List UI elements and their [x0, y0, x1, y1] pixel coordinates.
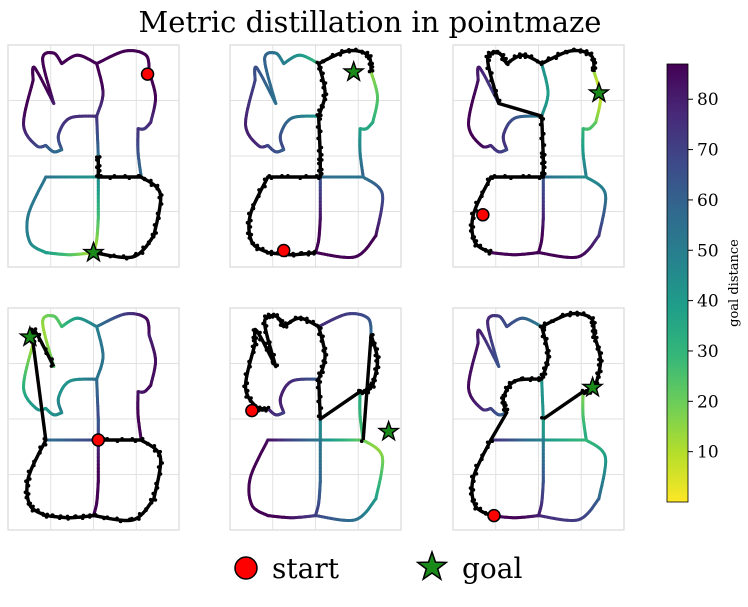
colorbar-label: goal distance — [727, 239, 742, 327]
chart-title: Metric distillation in pointmaze — [139, 5, 602, 39]
panel-3 — [453, 45, 624, 267]
colorbar-tick-label: 50 — [697, 241, 719, 261]
colorbar-tick-label: 60 — [697, 191, 719, 211]
legend-goal-label: goal — [462, 552, 522, 585]
start-marker — [488, 510, 500, 522]
legend-goal-marker — [418, 552, 447, 579]
start-marker — [278, 245, 290, 257]
legend: start goal — [235, 552, 522, 585]
legend-start-marker — [235, 557, 257, 579]
trajectory-segment — [542, 379, 544, 419]
trajectory-segment — [97, 379, 99, 419]
legend-start-label: start — [272, 552, 340, 585]
panel-2 — [230, 45, 401, 267]
colorbar-ticks: 10 20 30 40 50 60 70 80 — [688, 90, 719, 462]
panel-5 — [230, 308, 401, 530]
panel-1 — [8, 45, 179, 267]
panel-6 — [453, 308, 624, 530]
colorbar-gradient — [667, 64, 688, 502]
trajectory-segment — [97, 116, 99, 156]
colorbar-tick-label: 70 — [697, 141, 719, 161]
colorbar-tick-label: 20 — [697, 392, 719, 412]
colorbar: 10 20 30 40 50 60 70 80 goal distance — [667, 64, 742, 502]
colorbar-tick-label: 30 — [697, 342, 719, 362]
start-marker — [246, 405, 258, 417]
start-marker — [92, 434, 104, 446]
panel-4 — [8, 308, 179, 530]
colorbar-tick-label: 80 — [697, 90, 719, 110]
colorbar-tick-label: 40 — [697, 292, 719, 312]
panels-group — [8, 45, 624, 530]
colorbar-tick-label: 10 — [697, 443, 719, 463]
start-marker — [142, 68, 154, 80]
start-marker — [477, 209, 489, 221]
